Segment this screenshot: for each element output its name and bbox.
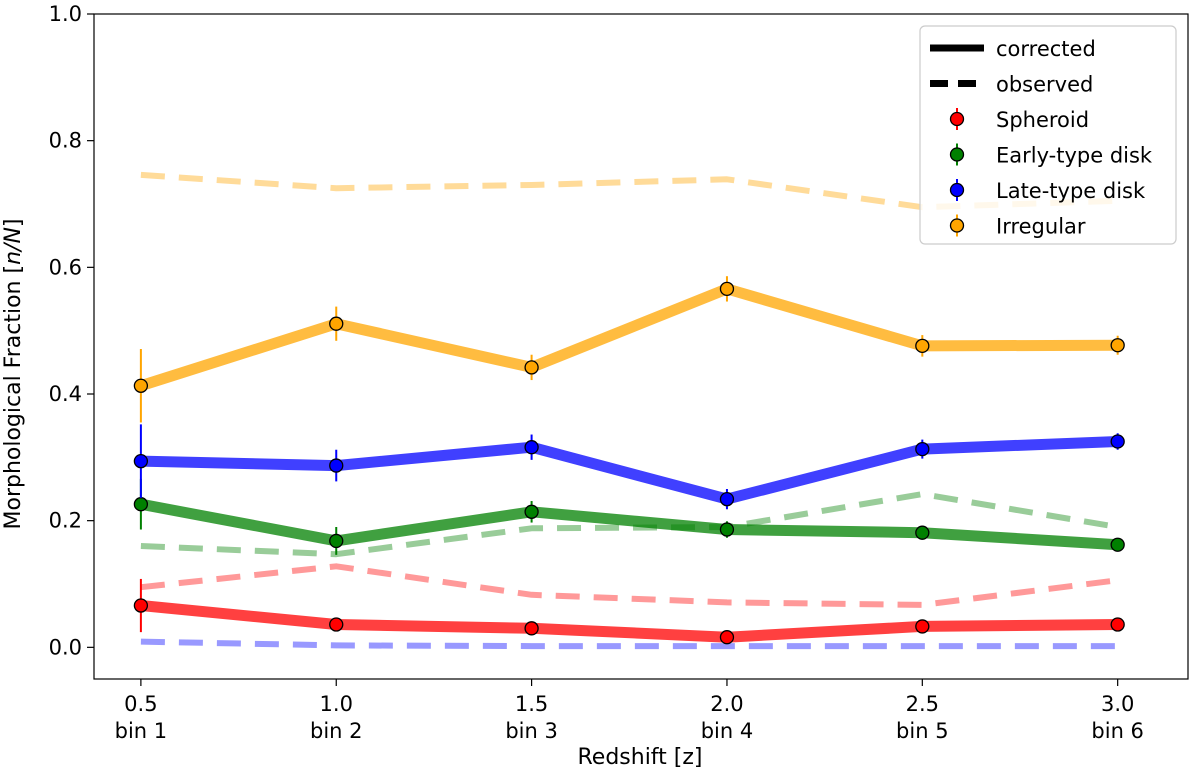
data-point-late-type-disk [133, 453, 149, 469]
data-point-spheroid [329, 617, 344, 632]
legend-label: Early-type disk [996, 144, 1153, 168]
x-tick-bin-label: bin 4 [701, 719, 754, 743]
y-tick-label: 0.6 [49, 255, 82, 279]
data-point-late-type-disk [915, 441, 930, 457]
legend-label: Spheroid [996, 108, 1089, 132]
y-tick-label: 0.8 [49, 129, 82, 153]
legend-marker [949, 111, 965, 127]
data-point-spheroid [524, 621, 539, 636]
x-axis-label: Redshift [z] [577, 745, 702, 770]
legend: corrected observed Spheroid Early-type disk… [919, 25, 1177, 245]
x-tick-bin-label: bin 3 [505, 719, 558, 743]
data-point-early-type-disk [329, 533, 344, 549]
x-tick-bin-label: bin 5 [896, 719, 949, 743]
data-points [133, 276, 1125, 645]
legend-label: corrected [996, 37, 1096, 61]
y-tick-label: 0.0 [49, 635, 82, 659]
x-tick-bin-label: bin 6 [1091, 719, 1144, 743]
data-point-early-type-disk [133, 497, 149, 512]
corrected-line-spheroid [140, 600, 1118, 643]
observed-line-spheroid [140, 563, 1119, 608]
corrected-lines [139, 283, 1119, 643]
data-point-spheroid [719, 630, 735, 645]
x-tick-label: 1.0 [320, 692, 353, 716]
observed-line-early-type-disk [140, 491, 1119, 558]
legend-box [919, 25, 1177, 245]
legend-marker [949, 218, 965, 233]
data-point-spheroid [915, 619, 930, 634]
data-point-irregular [1110, 338, 1125, 353]
data-point-spheroid [133, 598, 149, 613]
data-point-late-type-disk [1110, 434, 1125, 449]
corrected-line-irregular [139, 283, 1118, 392]
x-tick-bin-label: bin 1 [115, 719, 168, 743]
data-point-irregular [719, 281, 735, 297]
data-point-late-type-disk [329, 458, 344, 473]
y-axis-label-math: n/N [1, 227, 26, 265]
x-tick-label: 3.0 [1101, 692, 1134, 716]
data-point-irregular [133, 378, 149, 393]
legend-label: Late-type disk [996, 179, 1146, 203]
data-point-late-type-disk [719, 491, 735, 507]
legend-marker [949, 147, 965, 162]
legend-label: observed [996, 73, 1093, 97]
data-point-irregular [915, 338, 930, 354]
x-tick-label: 2.0 [710, 692, 743, 716]
x-tick-bin-label: bin 2 [310, 719, 363, 743]
x-tick-label: 2.5 [906, 692, 939, 716]
corrected-line-late-type-disk [140, 436, 1118, 505]
corrected-line-early-type-disk [139, 498, 1119, 551]
x-tick-label: 1.5 [515, 692, 548, 716]
data-point-late-type-disk [524, 440, 539, 455]
y-axis-label-prefix: Morphological Fraction [ [1, 265, 26, 530]
y-axis-label: Morphological Fraction [n/N] [1, 219, 26, 530]
y-tick-label: 1.0 [49, 2, 82, 26]
x-tick-label: 0.5 [124, 692, 157, 716]
data-point-spheroid [1110, 617, 1125, 632]
data-point-early-type-disk [915, 525, 930, 540]
y-tick-label: 0.2 [49, 509, 82, 533]
y-tick-label: 0.4 [49, 382, 82, 406]
observed-lines [140, 171, 1119, 650]
legend-marker [949, 182, 965, 198]
data-point-early-type-disk [1110, 537, 1125, 552]
axes: 0.0 0.2 0.4 0.6 0.8 1.0 0.5 bin 1 1.0 bin 2 1.5 bin… [49, 2, 1189, 743]
y-axis-label-suffix: ] [1, 219, 26, 228]
data-point-early-type-disk [524, 504, 539, 519]
legend-label: Irregular [996, 215, 1086, 239]
observed-line-late-type-disk [140, 638, 1118, 650]
data-point-early-type-disk [719, 522, 735, 537]
plot-frame [93, 13, 1189, 680]
data-point-irregular [329, 316, 344, 331]
data-point-irregular [524, 360, 539, 375]
